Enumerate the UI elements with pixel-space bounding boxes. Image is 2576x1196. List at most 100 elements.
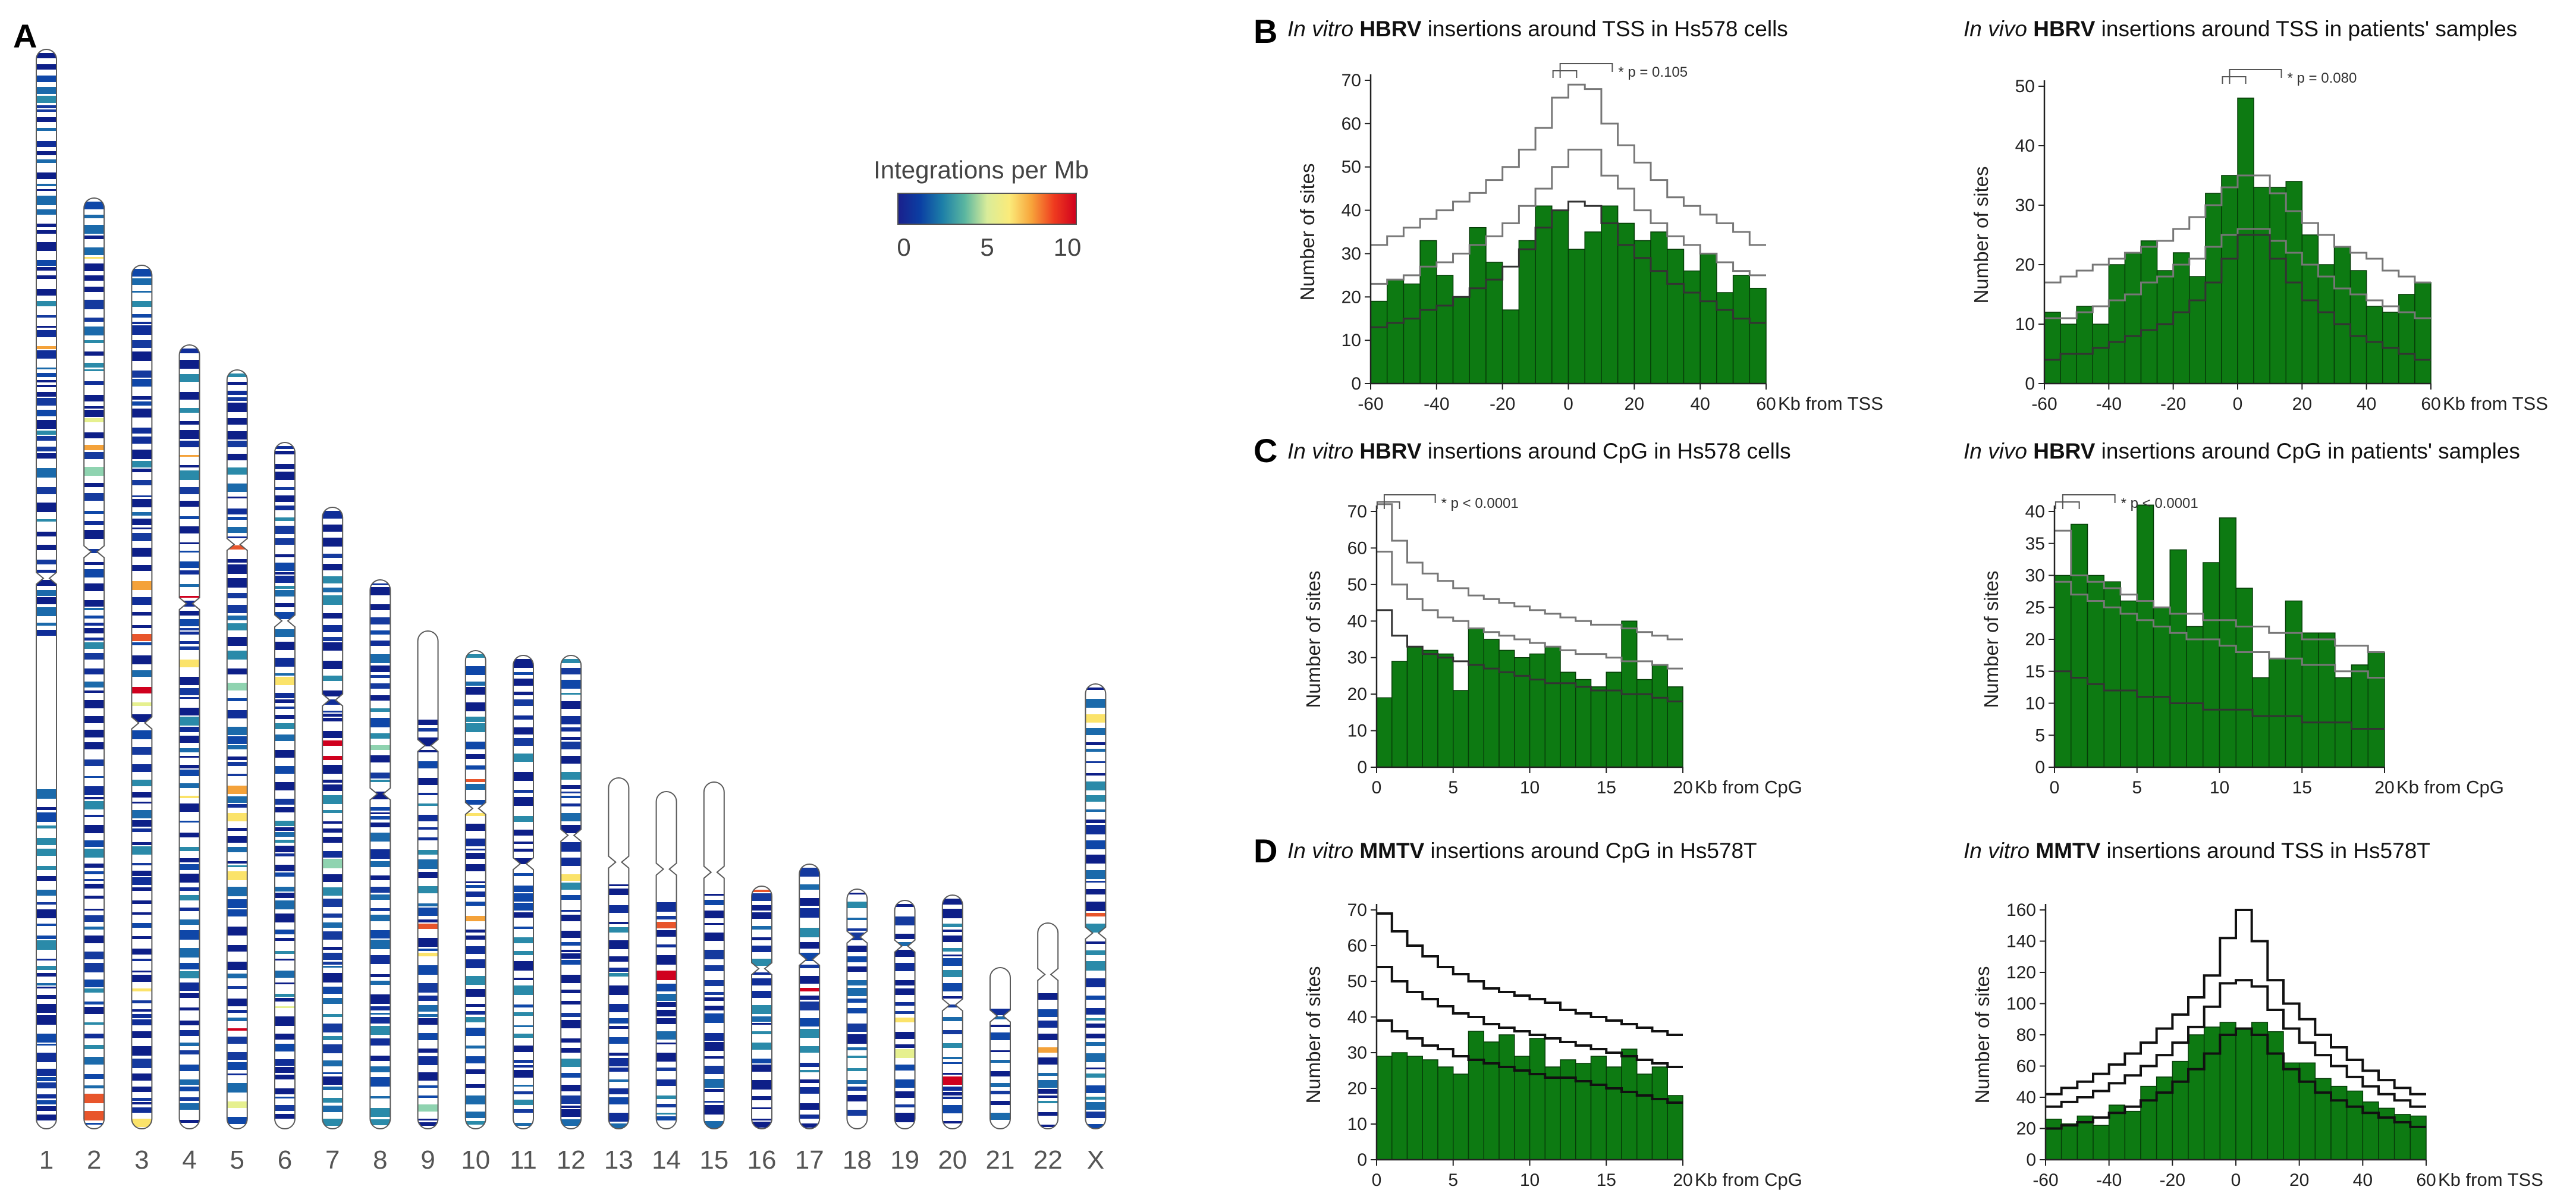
histogram-bar <box>2237 98 2254 384</box>
reference-line-lower <box>1377 609 1683 702</box>
histogram-bar <box>2333 246 2351 384</box>
y-tick-label: 20 <box>2025 630 2045 649</box>
legend-title: Integrations per Mb <box>874 156 1089 184</box>
histogram-bar <box>1453 690 1469 768</box>
y-tick-label: 40 <box>2016 1088 2036 1107</box>
chromosome-16 <box>751 886 772 1129</box>
reference-line-lower <box>2054 670 2385 730</box>
histogram-bar <box>1606 1066 1622 1160</box>
panel-label-d: D <box>1254 832 1278 869</box>
chart-title-c-right: In vivo HBRV insertions around CpG in pa… <box>1964 439 2520 463</box>
chromosome-20 <box>941 894 963 1129</box>
y-axis-label: Number of sites <box>1970 166 1992 303</box>
reference-line-upper <box>1371 83 1766 246</box>
chromosome-18 <box>846 889 868 1129</box>
y-axis-label: Number of sites <box>1296 163 1318 300</box>
x-tick-label: 5 <box>2132 778 2142 798</box>
y-tick-label: 160 <box>2006 900 2036 920</box>
histogram-bar <box>1544 646 1561 768</box>
reference-line-lower <box>1377 1019 1683 1104</box>
histogram-bar <box>1650 231 1668 384</box>
histogram-bar <box>2251 1022 2269 1160</box>
y-tick-label: 0 <box>2025 374 2035 394</box>
y-tick-label: 20 <box>2016 1119 2036 1139</box>
y-tick-label: 30 <box>2025 566 2045 586</box>
x-tick-label: 40 <box>1690 394 1710 414</box>
histogram-bar <box>1651 1066 1668 1160</box>
y-tick-label: 20 <box>1347 1079 1367 1098</box>
chromosome-label: 1 <box>39 1145 54 1175</box>
y-tick-label: 60 <box>1347 936 1367 956</box>
chromosome-label: 7 <box>325 1145 340 1175</box>
histogram-bar <box>2269 658 2286 768</box>
histogram-bar <box>1386 279 1405 384</box>
histogram-bar <box>1370 300 1388 384</box>
histogram-bar <box>1485 262 1503 384</box>
y-tick-label: 100 <box>2006 994 2036 1014</box>
histogram-bar <box>2189 276 2206 384</box>
reference-line-upper <box>1377 912 1683 1036</box>
histogram-bar <box>2153 607 2170 768</box>
y-tick-label: 20 <box>2015 255 2035 275</box>
chromosome-label: 10 <box>461 1145 490 1175</box>
chromosome-label: 21 <box>986 1145 1015 1175</box>
histogram-bar <box>1468 1031 1484 1160</box>
y-tick-label: 40 <box>1342 201 1361 221</box>
panel-label-c: C <box>1254 432 1278 469</box>
histogram-bar <box>1621 1049 1638 1160</box>
p-value-annotation: * p = 0.105 <box>1618 64 1688 80</box>
histogram-bar <box>1453 1073 1469 1160</box>
histogram-bar <box>1499 1034 1515 1160</box>
histogram-bar <box>2317 264 2335 384</box>
chromosome-label: 19 <box>890 1145 919 1175</box>
x-axis-label: Kb from TSS <box>1778 393 1883 414</box>
y-tick-label: 10 <box>1347 1115 1367 1134</box>
histogram-bar <box>2120 600 2138 768</box>
histogram-bar <box>1667 686 1683 768</box>
y-axis-label: Number of sites <box>1980 570 2002 708</box>
histogram-bar <box>1406 1056 1423 1160</box>
histogram-bar <box>1468 627 1484 768</box>
histogram-bar <box>1601 205 1619 384</box>
y-tick-label: 30 <box>1347 1043 1367 1063</box>
reference-line-upper <box>1377 503 1683 641</box>
histogram-bar <box>1716 292 1734 384</box>
x-tick-label: 15 <box>1597 1170 1616 1190</box>
histogram-bar <box>1590 686 1607 768</box>
chromosome-12 <box>560 655 582 1129</box>
histogram-bar <box>1391 661 1408 768</box>
histogram-bar <box>2137 504 2154 768</box>
histogram-bar <box>1633 240 1651 384</box>
histogram-bar <box>2108 264 2126 384</box>
histogram-bar <box>2186 626 2204 768</box>
p-value-annotation: * p < 0.0001 <box>1441 495 1519 511</box>
y-tick-label: 25 <box>2025 598 2045 617</box>
x-tick-label: -20 <box>2160 394 2186 414</box>
histogram-bar <box>2076 306 2094 384</box>
histogram-bar <box>2235 588 2253 768</box>
x-tick-label: 0 <box>2231 1170 2241 1190</box>
chart-title-c-left: In vitro HBRV insertions around CpG in H… <box>1287 439 1791 463</box>
histogram-bar <box>1683 270 1701 384</box>
x-tick-label: 0 <box>2233 394 2243 414</box>
x-tick-label: -40 <box>1424 394 1449 414</box>
x-tick-label: 20 <box>1673 778 1692 798</box>
y-tick-label: 70 <box>1347 502 1367 522</box>
x-tick-label: 0 <box>2050 778 2060 798</box>
y-tick-label: 140 <box>2006 932 2036 952</box>
chart-title-d-right: In vitro MMTV insertions around TSS in H… <box>1964 839 2430 863</box>
histogram-bar <box>2252 677 2270 768</box>
p-value-annotation: * p < 0.0001 <box>2121 495 2198 511</box>
histogram-bar <box>1575 1063 1592 1160</box>
histogram-bar <box>2172 1060 2189 1160</box>
y-tick-label: 0 <box>1357 758 1367 777</box>
p-value-annotation: * p = 0.080 <box>2288 70 2357 86</box>
x-tick-label: 40 <box>2357 394 2376 414</box>
histogram-bar <box>2203 1027 2221 1160</box>
y-tick-label: 10 <box>2025 694 2045 714</box>
x-tick-label: -60 <box>2032 1170 2058 1190</box>
